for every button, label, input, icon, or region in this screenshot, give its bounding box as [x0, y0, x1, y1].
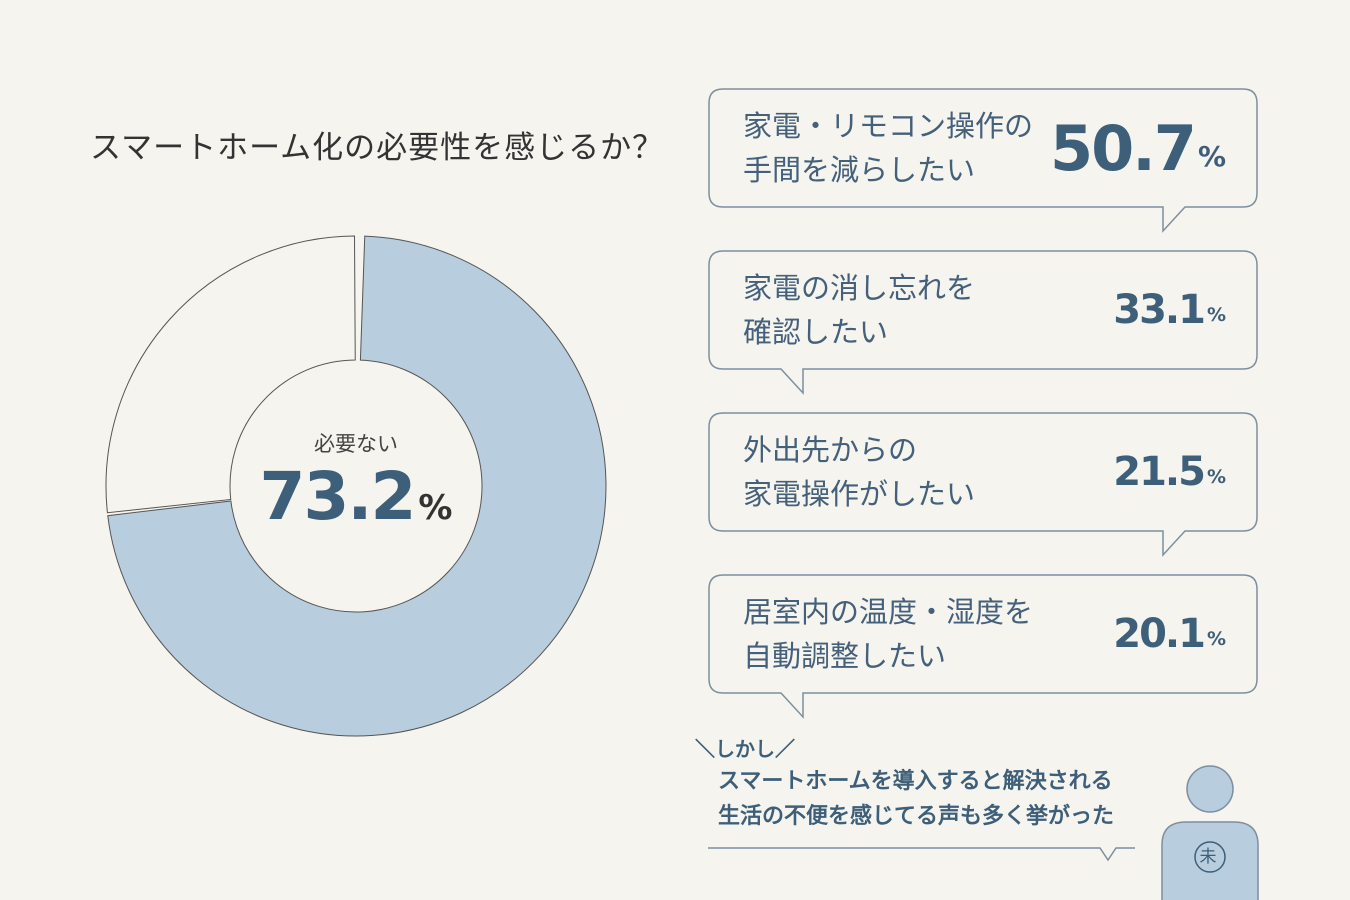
- reason-value: 33.1%: [1113, 250, 1226, 370]
- reason-value: 20.1%: [1113, 574, 1226, 694]
- reason-unit: %: [1206, 304, 1226, 326]
- person-icon: [1161, 765, 1259, 900]
- reason-value: 21.5%: [1113, 412, 1226, 532]
- reason-unit: %: [1197, 139, 1226, 173]
- reason-number: 21.5: [1113, 449, 1206, 495]
- bubble-frame: [708, 250, 1258, 395]
- reason-text: 家電の消し忘れを 確認したい: [743, 271, 976, 349]
- donut-center-unit: %: [418, 488, 453, 528]
- donut-center-value: 73.2%: [226, 458, 486, 535]
- comment-text: スマートホームを導入すると解決される 生活の不便を感じてる声も多く挙がった: [718, 769, 1115, 829]
- bubble-outline: [708, 412, 1258, 557]
- bubble-frame: [708, 412, 1258, 557]
- reason-unit: %: [1206, 628, 1226, 650]
- reason-value: 50.7%: [1050, 88, 1226, 208]
- donut-chart: [105, 235, 607, 737]
- donut-center-number: 73.2: [259, 458, 417, 535]
- bubble-outline: [708, 88, 1258, 233]
- reason-text: 家電・リモコン操作の 手間を減らしたい: [743, 109, 1034, 187]
- bubble-outline: [708, 250, 1258, 395]
- donut-center-label: 必要ない: [314, 432, 398, 456]
- reason-number: 50.7: [1049, 111, 1197, 185]
- donut-slice: [107, 235, 607, 737]
- reason-number: 20.1: [1113, 611, 1206, 657]
- page-title: スマートホーム化の必要性を感じるか？: [90, 130, 665, 166]
- person-badge: 未: [1199, 847, 1217, 867]
- reason-text: 外出先からの 家電操作がしたい: [743, 433, 976, 511]
- bubble-frame: [708, 574, 1258, 719]
- donut-slice: [105, 235, 356, 514]
- reason-unit: %: [1206, 466, 1226, 488]
- reason-number: 33.1: [1113, 287, 1206, 333]
- reason-text: 居室内の温度・湿度を 自動調整したい: [743, 595, 1034, 673]
- bubble-frame: [708, 88, 1258, 233]
- however-label: ＼しかし／: [695, 737, 795, 761]
- bubble-outline: [708, 574, 1258, 719]
